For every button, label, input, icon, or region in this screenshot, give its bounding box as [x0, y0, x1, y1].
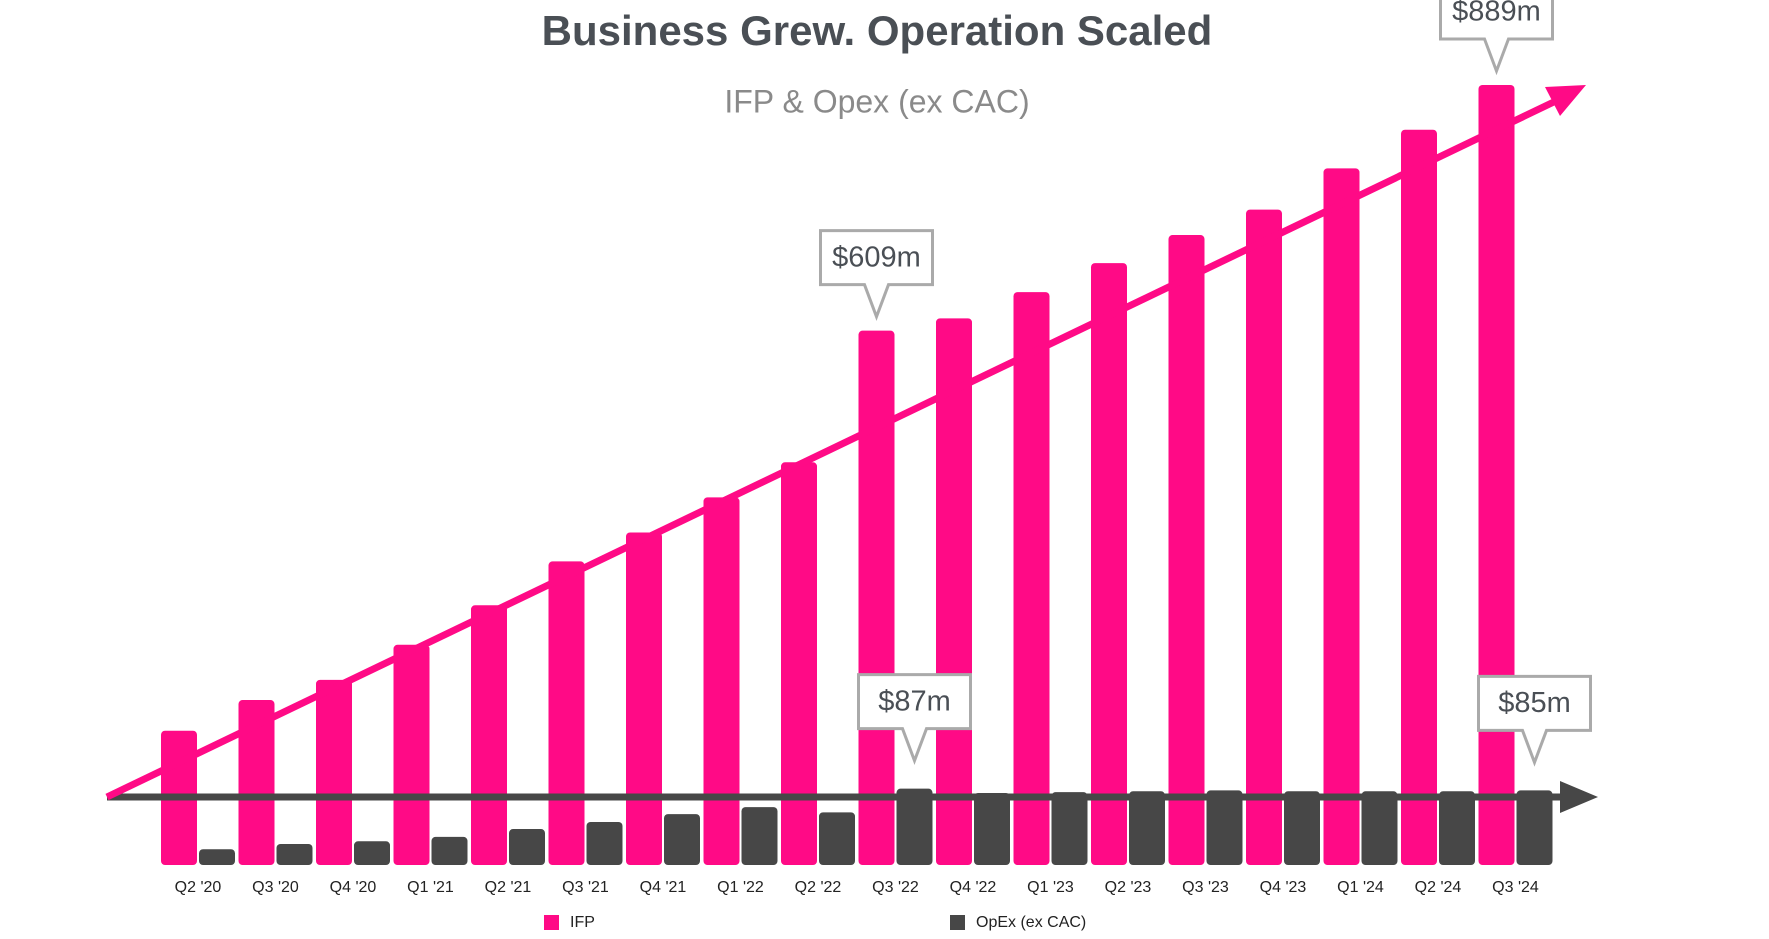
x-tick-label: Q1 '21	[407, 879, 454, 896]
bar	[1516, 790, 1553, 865]
bar	[1246, 209, 1282, 866]
bar	[276, 843, 313, 865]
x-tick-label: Q2 '20	[175, 879, 222, 896]
bar	[1051, 792, 1088, 865]
callout: $85m	[1477, 674, 1592, 767]
legend-swatch	[544, 915, 559, 930]
bar	[1129, 791, 1165, 865]
x-tick-label: Q4 '23	[1260, 879, 1307, 896]
bar	[1013, 292, 1050, 866]
callout-box	[1477, 674, 1592, 767]
data-label: $85m	[1498, 687, 1571, 719]
x-tick-label: Q3 '21	[562, 879, 609, 896]
callout: $889m	[1439, 0, 1554, 76]
bar	[1284, 791, 1320, 865]
bar	[509, 829, 545, 865]
chart-title: Business Grew. Operation Scaled	[542, 7, 1213, 54]
x-tick-label: Q3 '20	[252, 879, 299, 896]
bar	[431, 836, 468, 865]
data-label: $609m	[832, 241, 921, 273]
bar	[393, 644, 430, 865]
x-tick-label: Q4 '21	[640, 879, 687, 896]
x-tick-label: Q3 '22	[872, 879, 919, 896]
bar	[238, 700, 275, 865]
callout-box	[1439, 0, 1554, 76]
x-tick-label: Q3 '23	[1182, 879, 1229, 896]
trend-arrow	[105, 95, 1562, 801]
bar	[626, 532, 662, 865]
bar	[664, 814, 700, 865]
legend-label: OpEx (ex CAC)	[976, 914, 1086, 931]
x-tick-label: Q3 '24	[1492, 879, 1539, 896]
bar	[1478, 85, 1515, 865]
bar	[703, 497, 740, 865]
bar	[548, 561, 585, 865]
bar	[316, 679, 352, 865]
x-tick-label: Q4 '20	[330, 879, 377, 896]
bar	[199, 849, 235, 865]
callout: $87m	[857, 673, 972, 765]
callout-box	[857, 673, 972, 765]
x-tick-label: Q2 '23	[1105, 879, 1152, 896]
bar	[354, 841, 390, 865]
overlay: $609m $889m $87m $85m	[105, 0, 1598, 813]
bar	[974, 793, 1010, 865]
chart-subtitle: IFP & Opex (ex CAC)	[724, 83, 1029, 119]
bar	[1401, 129, 1437, 866]
x-tick-label: Q1 '24	[1337, 879, 1384, 896]
x-tick-label: Q2 '21	[485, 879, 532, 896]
bar	[1091, 263, 1127, 865]
plot	[161, 85, 1553, 866]
bar	[936, 318, 972, 865]
bar	[896, 788, 933, 865]
callout-box	[819, 229, 934, 321]
bar	[781, 462, 817, 865]
data-label: $889m	[1452, 0, 1541, 28]
callout: $609m	[819, 229, 934, 321]
legend-label: IFP	[570, 914, 595, 931]
bar	[1439, 791, 1475, 865]
bar	[1323, 168, 1360, 866]
x-tick-label: Q1 '23	[1027, 879, 1074, 896]
bar	[471, 605, 507, 865]
trend-arrow-head	[1545, 85, 1586, 116]
x-tick-label: Q2 '22	[795, 879, 842, 896]
bar	[1206, 790, 1243, 865]
axis-arrow-head	[1560, 781, 1598, 813]
bar	[1168, 235, 1205, 865]
legend-swatch	[950, 915, 965, 930]
x-tick-label: Q1 '22	[717, 879, 764, 896]
x-tick-label: Q2 '24	[1415, 879, 1462, 896]
bar	[741, 807, 778, 865]
data-label: $87m	[878, 685, 951, 717]
bar	[1361, 791, 1398, 865]
bar	[819, 812, 855, 865]
bar	[858, 330, 895, 865]
bar	[586, 822, 623, 865]
x-tick-label: Q4 '22	[950, 879, 997, 896]
